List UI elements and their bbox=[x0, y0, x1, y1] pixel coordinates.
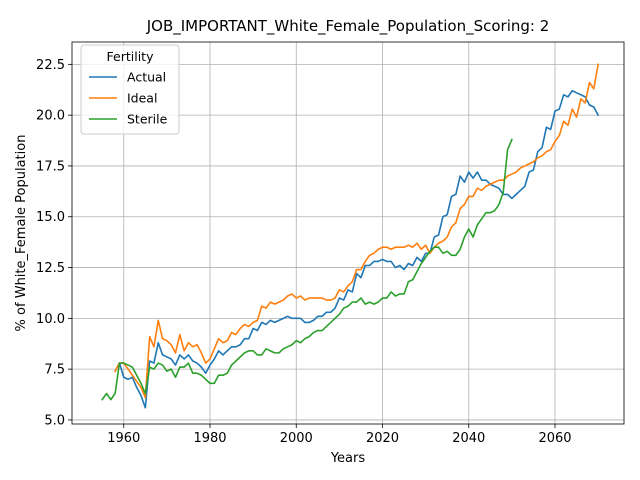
x-tick-label: 2040 bbox=[452, 431, 485, 446]
y-axis-label: % of White_Female Population bbox=[14, 135, 29, 332]
y-tick-label: 12.5 bbox=[36, 261, 65, 276]
y-tick-label: 22.5 bbox=[36, 58, 65, 73]
x-axis: 1960 1980 2000 2020 2040 2060 bbox=[107, 424, 572, 446]
y-axis: 5.0 7.5 10.0 12.5 15.0 17.5 20.0 22.5 bbox=[36, 58, 72, 428]
legend: Fertility Actual Ideal Sterile bbox=[80, 44, 180, 135]
x-tick-label: 2000 bbox=[280, 431, 313, 446]
legend-title: Fertility bbox=[107, 49, 155, 64]
y-tick-label: 10.0 bbox=[36, 312, 65, 327]
y-tick-label: 15.0 bbox=[36, 210, 65, 225]
legend-box bbox=[80, 44, 180, 135]
series-layer bbox=[101, 63, 600, 409]
y-tick-label: 17.5 bbox=[36, 159, 65, 174]
legend-items: Actual Ideal Sterile bbox=[89, 70, 168, 127]
x-axis-label: Years bbox=[330, 451, 366, 466]
x-tick-label: 1980 bbox=[193, 431, 226, 446]
x-tick-label: 2060 bbox=[538, 431, 571, 446]
series-line-actual bbox=[114, 89, 600, 409]
y-tick-label: 20.0 bbox=[36, 109, 65, 124]
y-tick-label: 5.0 bbox=[44, 413, 65, 428]
grid-lines bbox=[72, 42, 624, 424]
legend-label-ideal: Ideal bbox=[127, 91, 157, 106]
legend-label-sterile: Sterile bbox=[127, 112, 168, 127]
series-line-sterile bbox=[101, 138, 513, 401]
x-tick-label: 2020 bbox=[366, 431, 399, 446]
x-tick-label: 1960 bbox=[107, 431, 140, 446]
y-tick-label: 7.5 bbox=[44, 363, 65, 378]
plot-area-frame bbox=[71, 41, 625, 425]
chart-title: JOB_IMPORTANT_White_Female_Population_Sc… bbox=[146, 17, 550, 36]
legend-label-actual: Actual bbox=[127, 70, 166, 85]
series-line-ideal bbox=[114, 63, 600, 399]
